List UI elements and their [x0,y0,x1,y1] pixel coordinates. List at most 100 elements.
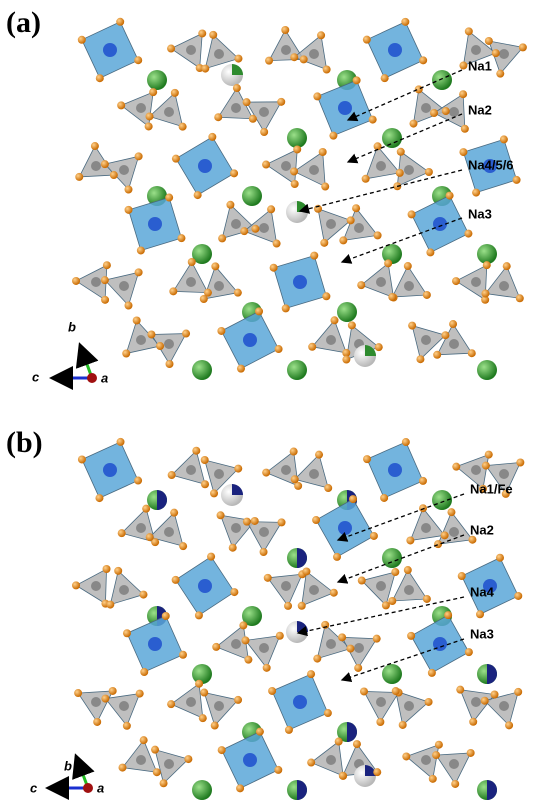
oxygen-atom [256,728,264,736]
axis-arrow [76,756,88,788]
oxygen-atom [162,612,170,620]
oxygen-atom [358,577,366,585]
oxygen-atom [276,632,284,640]
oxygen-atom [96,74,104,82]
oxygen-atom [140,736,148,744]
p-atom [449,759,459,769]
oxygen-atom [312,516,320,524]
p-atom [326,335,336,345]
oxygen-atom [211,722,219,730]
oxygen-atom [234,696,242,704]
iron-site [487,664,497,684]
site-label: Na1/Fe [470,481,513,496]
oxygen-atom [516,458,524,466]
oxygen-atom [456,686,464,694]
sodium-partial [232,64,243,75]
metal-atom [338,521,352,535]
oxygen-atom [125,301,133,309]
oxygen-atom [182,330,190,338]
oxygen-atom [408,210,416,218]
oxygen-atom [167,45,175,53]
p-atom [376,581,386,591]
figure: (a) Na1 Na2 Na4/5/6 Na3 b c a (b) Na1/Fe… [0,0,556,806]
metal-atom [243,753,257,767]
panel-label: (b) [6,426,43,459]
oxygen-atom [244,656,252,664]
oxygen-atom [290,53,298,61]
panel-label: (a) [6,6,41,39]
oxygen-atom [243,98,251,106]
oxygen-atom [308,343,316,351]
oxygen-atom [134,477,142,485]
oxygen-atom [335,738,343,746]
site-label: Na1 [468,58,492,73]
oxygen-atom [234,465,242,473]
oxygen-atom [353,76,361,84]
oxygen-atom [375,343,383,351]
axis-label: b [64,758,72,773]
oxygen-atom [264,574,272,582]
p-atom [309,165,319,175]
oxygen-atom [72,277,80,285]
oxygen-atom [357,281,365,289]
sodium-atom [337,302,357,322]
metal-atom [148,217,162,231]
oxygen-atom [392,687,400,695]
oxygen-atom [146,112,154,120]
oxygen-atom [101,160,109,168]
oxygen-atom [423,595,431,603]
iron-site [297,548,307,568]
oxygen-atom [425,168,433,176]
oxygen-atom [201,456,209,464]
oxygen-atom [145,122,153,130]
oxygen-atom [459,90,467,98]
oxygen-atom [397,148,405,156]
p-atom [449,527,459,537]
oxygen-atom [179,542,187,550]
metal-atom [388,43,402,57]
metal-atom [293,275,307,289]
p-atom [91,581,101,591]
oxygen-atom [146,533,154,541]
oxygen-atom [481,697,489,705]
site-label: Na4/5/6 [468,157,514,172]
oxygen-atom [179,123,187,131]
p-atom [214,49,224,59]
oxygen-atom [468,349,476,357]
oxygen-atom [293,145,301,153]
oxygen-atom [263,664,271,672]
oxygen-atom [101,276,109,284]
oxygen-atom [233,84,241,92]
oxygen-atom [277,98,285,106]
iron-site [487,780,497,800]
oxygen-atom [230,169,238,177]
p-atom [259,527,269,537]
site-label: Na4 [470,584,495,599]
oxygen-atom [449,320,457,328]
oxygen-atom [353,740,361,748]
p-atom [376,697,386,707]
p-atom [119,701,129,711]
axis-label: a [97,780,104,795]
oxygen-atom [464,230,472,238]
oxygen-atom [208,133,216,141]
oxygen-atom [101,695,109,703]
oxygen-atom [458,572,466,580]
axis-arrow [80,345,92,378]
oxygen-atom [441,531,449,539]
oxygen-atom [419,56,427,64]
oxygen-atom [171,89,179,97]
oxygen-atom [426,248,434,256]
metal-atom [103,43,117,57]
oxygen-atom [452,277,460,285]
oxygen-atom [313,655,321,663]
oxygen-atom [240,227,248,235]
oxygen-atom [226,201,234,209]
oxygen-atom [179,651,187,659]
oxygen-atom [333,553,341,561]
metal-atom [103,463,117,477]
p-atom [231,219,241,229]
oxygen-atom [75,173,83,181]
oxygen-atom [103,565,111,573]
oxygen-atom [505,721,513,729]
